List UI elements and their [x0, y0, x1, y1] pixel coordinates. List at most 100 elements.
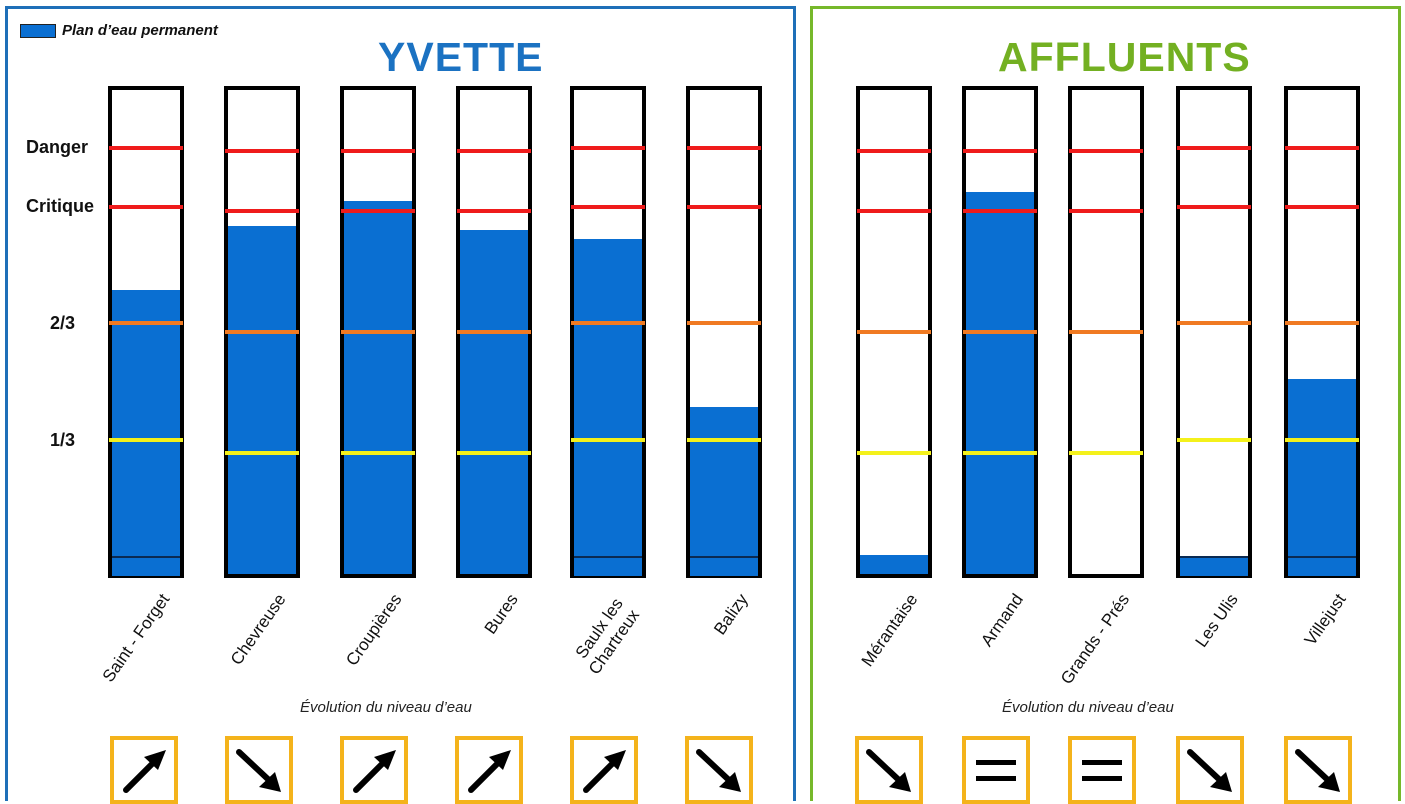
trend-down-affluent-0: [855, 736, 923, 804]
water-fill-yvette-3: [460, 230, 528, 574]
permanent-pool-affluent-3: [1180, 556, 1248, 576]
threshold-one-third-affluent-0: [857, 451, 931, 455]
trend-down-affluent-3: [1176, 736, 1244, 804]
threshold-one-third-yvette-4: [571, 438, 645, 442]
threshold-critique-affluent-1: [963, 209, 1037, 213]
trend-down-yvette-1: [225, 736, 293, 804]
trend-arrow-down-icon: [1295, 749, 1340, 792]
trend-up-yvette-2: [340, 736, 408, 804]
threshold-two-thirds-yvette-1: [225, 330, 299, 334]
threshold-two-thirds-affluent-2: [1069, 330, 1143, 334]
threshold-danger-yvette-5: [687, 146, 761, 150]
threshold-critique-affluent-2: [1069, 209, 1143, 213]
affluents-title: AFFLUENTS: [998, 34, 1251, 80]
gauge-yvette-5: [686, 86, 762, 578]
gauge-yvette-2: [340, 86, 416, 578]
threshold-two-thirds-affluent-3: [1177, 321, 1251, 325]
permanent-pool-affluent-4: [1288, 556, 1356, 576]
threshold-one-third-affluent-2: [1069, 451, 1143, 455]
threshold-danger-yvette-0: [109, 146, 183, 150]
water-fill-affluent-0: [860, 555, 928, 574]
level-label-critique: Critique: [26, 196, 95, 216]
threshold-two-thirds-yvette-0: [109, 321, 183, 325]
legend-label: Plan d’eau permanent: [62, 22, 218, 39]
trend-arrow-up-icon: [468, 750, 511, 793]
threshold-two-thirds-affluent-0: [857, 330, 931, 334]
threshold-one-third-yvette-3: [457, 451, 531, 455]
threshold-one-third-affluent-1: [963, 451, 1037, 455]
trend-up-yvette-4: [570, 736, 638, 804]
threshold-two-thirds-affluent-4: [1285, 321, 1359, 325]
gauge-yvette-4: [570, 86, 646, 578]
gauge-affluent-2: [1068, 86, 1144, 578]
level-label-one-third: 1/3: [50, 430, 76, 450]
threshold-danger-affluent-0: [857, 149, 931, 153]
affluents-panel: [810, 6, 1401, 801]
threshold-danger-yvette-4: [571, 146, 645, 150]
permanent-pool-yvette-0: [112, 556, 180, 576]
trend-equal-icon: [1082, 760, 1122, 781]
gauge-affluent-3: [1176, 86, 1252, 578]
water-fill-yvette-2: [344, 201, 412, 574]
legend: Plan d’eau permanent: [20, 22, 218, 39]
threshold-critique-yvette-3: [457, 209, 531, 213]
threshold-one-third-yvette-5: [687, 438, 761, 442]
threshold-two-thirds-yvette-2: [341, 330, 415, 334]
permanent-pool-yvette-5: [690, 556, 758, 576]
trend-up-yvette-3: [455, 736, 523, 804]
gauge-affluent-0: [856, 86, 932, 578]
threshold-one-third-affluent-4: [1285, 438, 1359, 442]
trend-equal-icon: [976, 760, 1016, 781]
threshold-two-thirds-affluent-1: [963, 330, 1037, 334]
permanent-pool-yvette-4: [574, 556, 642, 576]
threshold-critique-affluent-0: [857, 209, 931, 213]
trend-arrow-up-icon: [353, 750, 396, 793]
legend-swatch: [20, 23, 56, 38]
gauge-yvette-0: [108, 86, 184, 578]
threshold-two-thirds-yvette-5: [687, 321, 761, 325]
trend-arrow-down-icon: [696, 749, 741, 792]
threshold-critique-yvette-5: [687, 205, 761, 209]
affluents-evolution-label: Évolution du niveau d’eau: [1002, 699, 1174, 716]
water-fill-affluent-1: [966, 192, 1034, 574]
trend-arrow-up-icon: [583, 750, 626, 793]
threshold-critique-yvette-4: [571, 205, 645, 209]
trend-arrow-up-icon: [123, 750, 166, 793]
trend-arrow-down-icon: [236, 749, 281, 792]
threshold-danger-yvette-1: [225, 149, 299, 153]
threshold-one-third-yvette-2: [341, 451, 415, 455]
threshold-danger-yvette-2: [341, 149, 415, 153]
water-fill-yvette-1: [228, 226, 296, 574]
level-label-danger: Danger: [26, 137, 89, 157]
yvette-evolution-label: Évolution du niveau d’eau: [300, 699, 472, 716]
water-fill-yvette-0: [112, 290, 180, 556]
water-fill-yvette-4: [574, 239, 642, 556]
threshold-critique-affluent-4: [1285, 205, 1359, 209]
threshold-danger-affluent-3: [1177, 146, 1251, 150]
threshold-critique-yvette-0: [109, 205, 183, 209]
level-label-two-thirds: 2/3: [50, 313, 76, 333]
trend-up-yvette-0: [110, 736, 178, 804]
gauge-affluent-4: [1284, 86, 1360, 578]
threshold-danger-affluent-1: [963, 149, 1037, 153]
threshold-critique-yvette-2: [341, 209, 415, 213]
threshold-danger-yvette-3: [457, 149, 531, 153]
threshold-danger-affluent-4: [1285, 146, 1359, 150]
water-fill-yvette-5: [690, 407, 758, 556]
threshold-one-third-yvette-0: [109, 438, 183, 442]
threshold-critique-affluent-3: [1177, 205, 1251, 209]
threshold-critique-yvette-1: [225, 209, 299, 213]
trend-stable-affluent-2: [1068, 736, 1136, 804]
threshold-one-third-affluent-3: [1177, 438, 1251, 442]
trend-arrow-down-icon: [866, 749, 911, 792]
water-fill-affluent-4: [1288, 379, 1356, 556]
threshold-danger-affluent-2: [1069, 149, 1143, 153]
yvette-panel: [5, 6, 796, 801]
gauge-yvette-3: [456, 86, 532, 578]
yvette-title: YVETTE: [378, 34, 544, 80]
threshold-two-thirds-yvette-4: [571, 321, 645, 325]
trend-down-affluent-4: [1284, 736, 1352, 804]
threshold-two-thirds-yvette-3: [457, 330, 531, 334]
gauge-yvette-1: [224, 86, 300, 578]
trend-stable-affluent-1: [962, 736, 1030, 804]
